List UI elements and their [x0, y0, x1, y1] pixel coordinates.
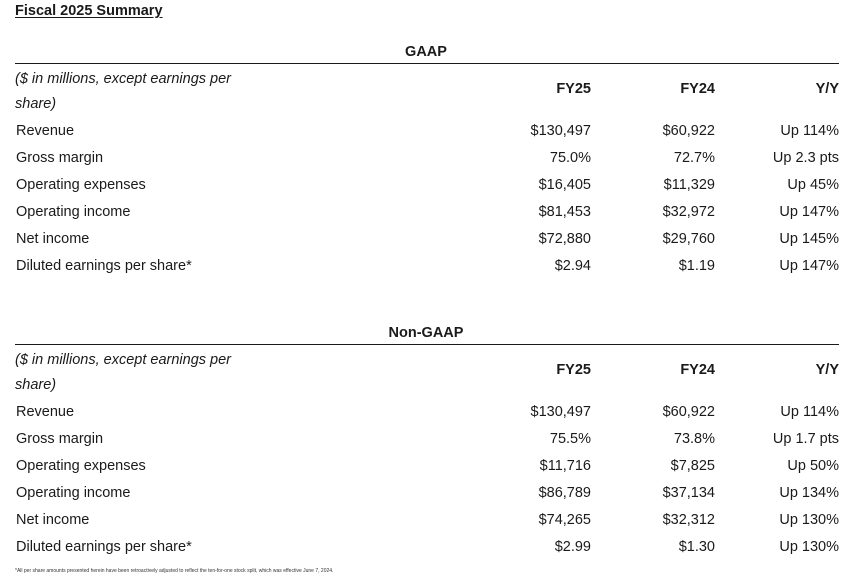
- gaap-heading: GAAP: [15, 42, 839, 62]
- gaap-row-label: Revenue: [16, 123, 75, 139]
- non-gaap-table-row: Diluted earnings per share* $2.99 $1.30 Up …: [15, 534, 839, 561]
- non-gaap-fy25-value: $74,265: [538, 512, 591, 528]
- gaap-yoy-value: Up 145%: [779, 231, 839, 247]
- non-gaap-yoy-value: Up 134%: [779, 485, 839, 501]
- non-gaap-yoy-value: Up 50%: [787, 458, 839, 474]
- non-gaap-fy24-value: $60,922: [662, 404, 715, 420]
- gaap-table-row: Net income $72,880 $29,760 Up 145%: [15, 226, 839, 253]
- gaap-header-row: ($ in millions, except earnings per shar…: [15, 65, 839, 115]
- gaap-units-label: ($ in millions, except earnings per shar…: [15, 71, 231, 112]
- gaap-fy25-value: $72,880: [538, 231, 591, 247]
- non-gaap-fy24-value: $32,312: [662, 512, 715, 528]
- page-title: Fiscal 2025 Summary: [15, 3, 163, 19]
- gaap-section: GAAP ($ in millions, except earnings per…: [15, 42, 839, 282]
- non-gaap-col-fy24: FY24: [680, 362, 715, 378]
- gaap-fy24-value: $32,972: [662, 204, 715, 220]
- non-gaap-section: Non-GAAP ($ in millions, except earnings…: [15, 323, 839, 563]
- non-gaap-heading-text: Non-GAAP: [388, 325, 464, 341]
- gaap-col-fy24: FY24: [680, 81, 715, 97]
- gaap-col-yoy: Y/Y: [815, 81, 839, 97]
- non-gaap-header-row: ($ in millions, except earnings per shar…: [15, 346, 839, 396]
- non-gaap-table-row: Net income $74,265 $32,312 Up 130%: [15, 507, 839, 534]
- non-gaap-row-label: Operating income: [16, 485, 131, 501]
- gaap-table-row: Diluted earnings per share* $2.94 $1.19 Up …: [15, 253, 839, 280]
- gaap-divider: [15, 63, 839, 64]
- gaap-fy25-value: $16,405: [538, 177, 591, 193]
- gaap-table-row: Operating income $81,453 $32,972 Up 147%: [15, 199, 839, 226]
- gaap-yoy-value: Up 45%: [787, 177, 839, 193]
- gaap-yoy-value: Up 2.3 pts: [772, 150, 839, 166]
- non-gaap-fy25-value: $2.99: [554, 539, 591, 555]
- gaap-fy24-value: $29,760: [662, 231, 715, 247]
- non-gaap-yoy-value: Up 130%: [779, 512, 839, 528]
- non-gaap-fy24-value: 73.8%: [673, 431, 715, 447]
- gaap-fy25-value: 75.0%: [549, 150, 591, 166]
- gaap-heading-text: GAAP: [405, 44, 447, 60]
- gaap-fy24-value: $1.19: [678, 258, 715, 274]
- non-gaap-yoy-value: Up 114%: [780, 404, 839, 420]
- non-gaap-col-fy25: FY25: [556, 362, 591, 378]
- non-gaap-fy24-value: $37,134: [662, 485, 715, 501]
- gaap-fy25-value: $2.94: [554, 258, 591, 274]
- gaap-fy24-value: $11,329: [663, 177, 715, 193]
- non-gaap-yoy-value: Up 130%: [779, 539, 839, 555]
- gaap-fy24-value: $60,922: [662, 123, 715, 139]
- gaap-row-label: Operating income: [16, 204, 131, 220]
- gaap-table-row: Gross margin 75.0% 72.7% Up 2.3 pts: [15, 145, 839, 172]
- non-gaap-row-label: Revenue: [16, 404, 75, 420]
- gaap-row-label: Operating expenses: [16, 177, 146, 193]
- non-gaap-fy25-value: $11,716: [539, 458, 591, 474]
- gaap-row-label: Gross margin: [16, 150, 104, 166]
- non-gaap-col-yoy: Y/Y: [815, 362, 839, 378]
- gaap-row-label: Diluted earnings per share*: [16, 258, 192, 274]
- gaap-fy25-value: $81,453: [538, 204, 591, 220]
- non-gaap-row-label: Operating expenses: [16, 458, 146, 474]
- gaap-yoy-value: Up 147%: [779, 204, 839, 220]
- non-gaap-fy25-value: $130,497: [530, 404, 591, 420]
- non-gaap-row-label: Gross margin: [16, 431, 104, 447]
- non-gaap-units-label: ($ in millions, except earnings per shar…: [15, 352, 231, 393]
- gaap-table-row: Operating expenses $16,405 $11,329 Up 45%: [15, 172, 839, 199]
- gaap-table-row: Revenue $130,497 $60,922 Up 114%: [15, 118, 839, 145]
- non-gaap-row-label: Diluted earnings per share*: [16, 539, 192, 555]
- gaap-yoy-value: Up 114%: [780, 123, 839, 139]
- non-gaap-fy24-value: $1.30: [678, 539, 715, 555]
- gaap-fy24-value: 72.7%: [673, 150, 715, 166]
- non-gaap-divider: [15, 344, 839, 345]
- gaap-yoy-value: Up 147%: [779, 258, 839, 274]
- non-gaap-heading: Non-GAAP: [15, 323, 839, 343]
- gaap-row-label: Net income: [16, 231, 90, 247]
- non-gaap-table-row: Revenue $130,497 $60,922 Up 114%: [15, 399, 839, 426]
- non-gaap-fy24-value: $7,825: [670, 458, 715, 474]
- non-gaap-table-row: Operating income $86,789 $37,134 Up 134%: [15, 480, 839, 507]
- non-gaap-fy25-value: $86,789: [538, 485, 591, 501]
- footnote: *All per share amounts presented herein …: [15, 568, 334, 574]
- gaap-fy25-value: $130,497: [530, 123, 591, 139]
- non-gaap-yoy-value: Up 1.7 pts: [772, 431, 839, 447]
- non-gaap-table-row: Gross margin 75.5% 73.8% Up 1.7 pts: [15, 426, 839, 453]
- gaap-col-fy25: FY25: [556, 81, 591, 97]
- non-gaap-row-label: Net income: [16, 512, 90, 528]
- non-gaap-table-row: Operating expenses $11,716 $7,825 Up 50%: [15, 453, 839, 480]
- non-gaap-fy25-value: 75.5%: [549, 431, 591, 447]
